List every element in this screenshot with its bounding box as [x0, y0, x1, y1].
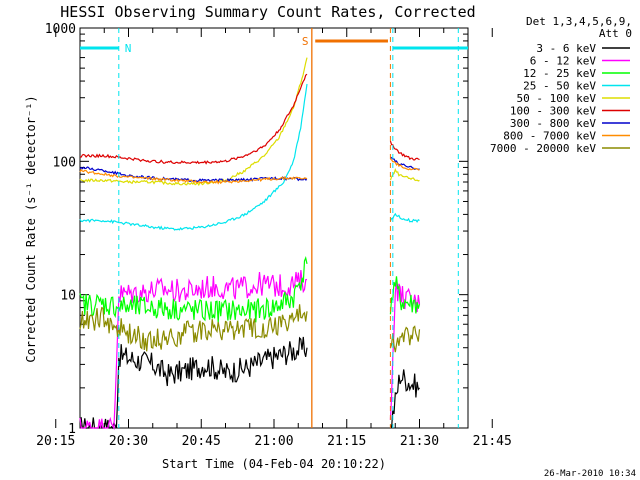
legend-entry-label: 100 - 300 keV [510, 105, 596, 118]
series-line-1-after-saa [389, 369, 420, 429]
series-line-8 [79, 168, 308, 185]
x-tick-label: 20:45 [182, 434, 221, 449]
series-line-7-after-saa [390, 156, 420, 171]
y-tick-label: 1000 [45, 22, 76, 37]
y-tick-label: 10 [60, 289, 76, 304]
x-tick-label: 21:30 [400, 434, 439, 449]
series-line-6 [79, 73, 308, 165]
legend-entry-label: 7000 - 20000 keV [490, 142, 596, 155]
legend-subtitle: Att 0 [599, 27, 632, 40]
series-line-9-after-saa [389, 325, 421, 353]
series-line-1 [79, 336, 308, 430]
series-line-8-after-saa [390, 158, 420, 171]
saa-marker-label: S [302, 35, 309, 48]
x-tick-label: 21:15 [327, 434, 366, 449]
plot-area: 1 10 100 1000 20:15 20:30 20:45 21:00 21:15 21:30… [36, 22, 512, 449]
generation-timestamp: 26-Mar-2010 10:34 [544, 469, 636, 479]
x-axis-label: Start Time (04-Feb-04 20:10:22) [162, 457, 386, 471]
series-line-5-after-saa [389, 167, 420, 182]
series-line-3 [79, 256, 308, 323]
x-tick-label: 20:30 [109, 434, 148, 449]
legend-entry-label: 3 - 6 keV [536, 42, 596, 55]
y-tick-label: 1 [68, 422, 76, 437]
series-line-6-after-saa [389, 140, 420, 161]
x-tick-label: 21:45 [473, 434, 512, 449]
legend-entry-label: 50 - 100 keV [517, 92, 597, 105]
series-line-4-after-saa [389, 212, 420, 223]
legend-entry-label: 300 - 800 keV [510, 117, 596, 130]
series-line-4 [79, 83, 308, 231]
legend-entry-label: 12 - 25 keV [523, 67, 596, 80]
x-tick-label: 20:15 [36, 434, 75, 449]
night-marker-label: N [125, 42, 132, 55]
legend-entry-label: 25 - 50 keV [523, 80, 596, 93]
y-axis-label: Corrected Count Rate (s⁻¹ detector⁻¹) [24, 95, 38, 362]
series-line-9 [79, 304, 308, 352]
chart-title: HESSI Observing Summary Count Rates, Cor… [60, 3, 475, 21]
series-line-5 [79, 57, 308, 187]
legend-entry-label: 800 - 7000 keV [503, 130, 596, 143]
series-line-3-after-saa [389, 276, 421, 315]
series-line-2 [79, 269, 308, 431]
legend-title: Det 1,3,4,5,6,9, [526, 15, 632, 28]
x-tick-label: 21:00 [254, 434, 293, 449]
plot-frame [79, 27, 469, 429]
legend-entry-label: 6 - 12 keV [530, 55, 597, 68]
series-line-2-after-saa [389, 280, 421, 420]
y-tick-label: 100 [53, 155, 76, 170]
